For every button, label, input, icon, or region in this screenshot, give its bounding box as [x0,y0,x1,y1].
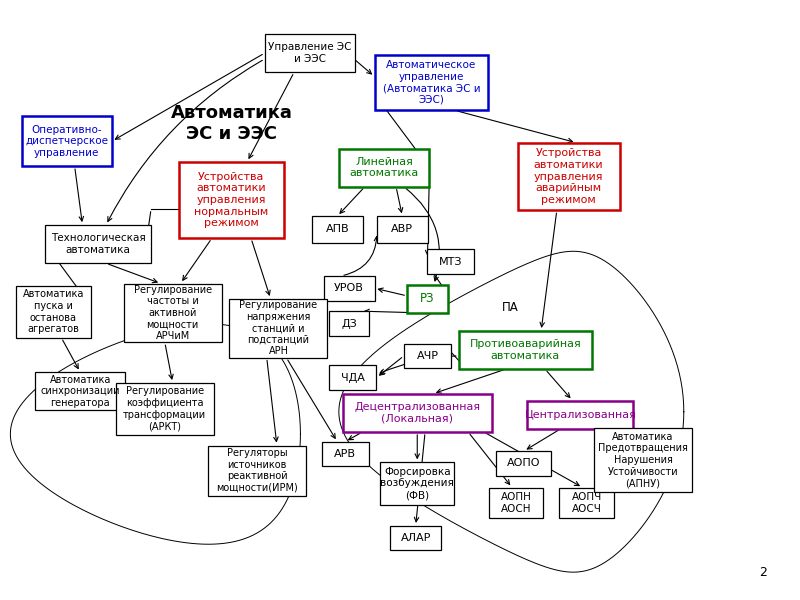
Text: Технологическая
автоматика: Технологическая автоматика [50,233,146,255]
Text: Противоаварийная
автоматика: Противоаварийная автоматика [470,339,582,361]
FancyBboxPatch shape [322,442,369,466]
Text: УРОВ: УРОВ [334,283,364,293]
Text: МТЗ: МТЗ [439,257,462,267]
Text: ДЗ: ДЗ [341,319,357,329]
FancyBboxPatch shape [265,34,355,72]
Text: АРВ: АРВ [334,449,356,459]
Text: Децентрализованная
(Локальная): Децентрализованная (Локальная) [354,402,480,424]
FancyBboxPatch shape [594,428,692,492]
Text: ПА: ПА [502,301,518,314]
Text: АОПН
АОСН: АОПН АОСН [501,492,531,514]
Text: Регуляторы
источников
реактивной
мощности(ИРМ): Регуляторы источников реактивной мощност… [217,448,298,493]
Text: АВР: АВР [391,224,414,235]
FancyBboxPatch shape [329,311,370,336]
FancyBboxPatch shape [323,276,374,301]
FancyBboxPatch shape [377,216,428,242]
Text: Регулирование
напряжения
станций и
подстанций
АРН: Регулирование напряжения станций и подст… [239,300,318,356]
Text: Автоматика
пуска и
останова
агрегатов: Автоматика пуска и останова агрегатов [22,289,84,334]
FancyBboxPatch shape [374,55,488,110]
Text: Устройства
автоматики
управления
нормальным
режимом: Устройства автоматики управления нормаль… [194,172,269,228]
FancyBboxPatch shape [116,383,214,434]
Text: Автоматическое
управление
(Автоматика ЭС и
ЭЭС): Автоматическое управление (Автоматика ЭС… [382,60,480,105]
FancyBboxPatch shape [178,162,284,238]
Text: Централизованная: Централизованная [524,410,636,419]
FancyBboxPatch shape [124,284,222,343]
FancyBboxPatch shape [208,446,306,496]
FancyBboxPatch shape [518,143,619,211]
Text: Автоматика
Предотвращения
Нарушения
Устойчивости
(АПНУ): Автоматика Предотвращения Нарушения Усто… [598,432,688,488]
FancyBboxPatch shape [527,401,634,429]
FancyBboxPatch shape [35,372,126,410]
FancyBboxPatch shape [427,250,474,274]
FancyBboxPatch shape [16,286,90,338]
FancyBboxPatch shape [380,462,454,505]
Text: Регулирование
частоты и
активной
мощности
АРЧиМ: Регулирование частоты и активной мощност… [134,285,212,341]
Text: АОПО: АОПО [507,458,541,469]
Text: Устройства
автоматики
управления
аварийным
режимом: Устройства автоматики управления аварийн… [534,148,603,205]
FancyBboxPatch shape [559,488,614,518]
Text: Автоматика
синхронизации
генератора: Автоматика синхронизации генератора [40,374,120,408]
FancyBboxPatch shape [230,299,327,358]
FancyBboxPatch shape [404,344,451,368]
Text: АОПЧ
АОСЧ: АОПЧ АОСЧ [571,492,602,514]
FancyBboxPatch shape [46,225,151,263]
Text: Оперативно-
диспетчерское
управление: Оперативно- диспетчерское управление [26,125,108,158]
FancyBboxPatch shape [330,365,377,390]
FancyBboxPatch shape [489,488,543,518]
FancyBboxPatch shape [342,394,492,432]
FancyBboxPatch shape [312,216,362,242]
Text: Управление ЭС
и ЭЭС: Управление ЭС и ЭЭС [268,42,351,64]
Text: РЗ: РЗ [420,292,434,305]
Text: АЛАР: АЛАР [401,533,431,543]
Text: ЧДА: ЧДА [341,373,365,383]
Text: Автоматика
ЭС и ЭЭС: Автоматика ЭС и ЭЭС [170,104,292,143]
FancyBboxPatch shape [390,526,441,550]
Text: 2: 2 [759,566,767,580]
Text: АПВ: АПВ [326,224,349,235]
FancyBboxPatch shape [339,149,430,187]
FancyBboxPatch shape [497,451,551,476]
FancyBboxPatch shape [22,116,112,166]
FancyBboxPatch shape [407,285,448,313]
Text: Линейная
автоматика: Линейная автоматика [350,157,419,179]
Text: Форсировка
возбуждения
(ФВ): Форсировка возбуждения (ФВ) [380,467,454,500]
Text: Регулирование
коэффициента
трансформации
(АРКТ): Регулирование коэффициента трансформации… [123,386,206,431]
Text: АЧР: АЧР [417,351,438,361]
FancyBboxPatch shape [459,331,592,369]
